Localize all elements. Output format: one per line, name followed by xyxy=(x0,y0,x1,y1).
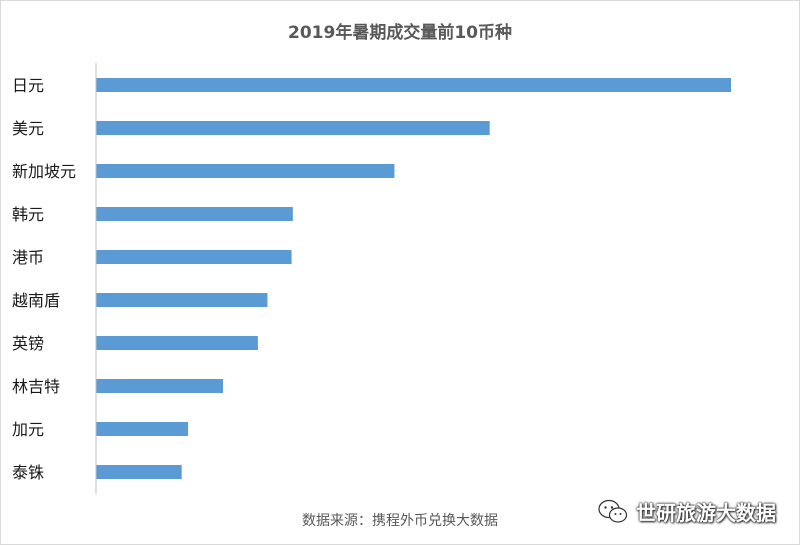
bar-4 xyxy=(96,250,292,264)
bar-1 xyxy=(96,121,490,135)
watermark: 世研旅游大数据 xyxy=(598,497,776,526)
category-label: 越南盾 xyxy=(12,291,60,310)
bar-3 xyxy=(96,207,293,221)
wechat-icon xyxy=(598,499,628,523)
bar-8 xyxy=(96,422,189,436)
bar-7 xyxy=(96,379,223,393)
category-label: 美元 xyxy=(12,119,44,138)
category-label: 林吉特 xyxy=(12,377,60,396)
bar-5 xyxy=(96,293,268,307)
category-label: 英镑 xyxy=(12,334,44,353)
bar-9 xyxy=(96,465,182,479)
category-label: 加元 xyxy=(12,420,44,439)
chart-title: 2019年暑期成交量前10币种 xyxy=(288,23,512,43)
bar-2 xyxy=(96,164,395,178)
bar-0 xyxy=(96,78,731,92)
category-label: 新加坡元 xyxy=(12,162,76,181)
source-note: 数据来源：携程外币兑换大数据 xyxy=(302,513,498,529)
category-label: 泰铢 xyxy=(12,463,44,482)
category-label: 日元 xyxy=(12,76,44,95)
category-label: 港币 xyxy=(12,248,44,267)
bars xyxy=(96,78,731,479)
category-label: 韩元 xyxy=(12,205,44,224)
watermark-text: 世研旅游大数据 xyxy=(636,501,776,525)
bar-6 xyxy=(96,336,258,350)
